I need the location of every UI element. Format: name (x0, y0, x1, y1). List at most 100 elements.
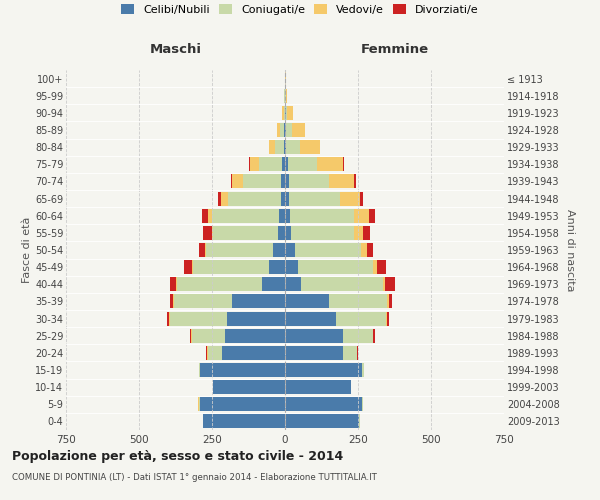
Y-axis label: Fasce di età: Fasce di età (22, 217, 32, 283)
Bar (242, 174, 281, 188)
Bar (285, 380, 350, 394)
Bar (285, 312, 336, 326)
Bar (262, 278, 285, 291)
Bar (285, 192, 289, 205)
Bar (170, 278, 176, 291)
Bar (298, 260, 373, 274)
Bar (343, 328, 373, 342)
Bar (373, 328, 374, 342)
Bar (191, 328, 225, 342)
Bar (167, 312, 169, 326)
Bar (225, 328, 285, 342)
Bar (278, 226, 285, 240)
Bar (199, 398, 200, 411)
Bar (383, 278, 385, 291)
Bar (389, 294, 392, 308)
Bar (285, 123, 286, 137)
Bar (340, 192, 360, 205)
Bar (317, 158, 343, 172)
Bar (259, 158, 282, 172)
Bar (214, 226, 278, 240)
Bar (208, 208, 212, 222)
Bar (203, 226, 212, 240)
Bar (362, 363, 364, 377)
Bar (369, 208, 375, 222)
Bar (231, 174, 232, 188)
Legend: Celibi/Nubili, Coniugati/e, Vedovi/e, Divorziati/e: Celibi/Nubili, Coniugati/e, Vedovi/e, Di… (117, 0, 483, 20)
Text: Maschi: Maschi (149, 44, 202, 57)
Bar (199, 363, 200, 377)
Bar (285, 140, 286, 154)
Bar (170, 294, 173, 308)
Bar (301, 278, 383, 291)
Bar (285, 174, 289, 188)
Bar (199, 243, 205, 257)
Bar (218, 192, 221, 205)
Bar (277, 123, 280, 137)
Bar (184, 260, 191, 274)
Bar (284, 140, 285, 154)
Bar (373, 260, 377, 274)
Bar (281, 192, 285, 205)
Bar (174, 294, 232, 308)
Text: COMUNE DI PONTINIA (LT) - Dati ISTAT 1° gennaio 2014 - Elaborazione TUTTITALIA.I: COMUNE DI PONTINIA (LT) - Dati ISTAT 1° … (12, 472, 377, 482)
Bar (285, 328, 343, 342)
Bar (282, 106, 284, 120)
Bar (285, 158, 288, 172)
Y-axis label: Anni di nascita: Anni di nascita (565, 209, 575, 291)
Bar (205, 243, 206, 257)
Bar (354, 174, 356, 188)
Bar (287, 106, 293, 120)
Bar (360, 192, 363, 205)
Bar (292, 123, 305, 137)
Bar (274, 243, 285, 257)
Bar (285, 363, 362, 377)
Bar (250, 158, 259, 172)
Bar (190, 328, 191, 342)
Bar (289, 174, 329, 188)
Text: Femmine: Femmine (361, 44, 428, 57)
Text: Popolazione per età, sesso e stato civile - 2014: Popolazione per età, sesso e stato civil… (12, 450, 343, 463)
Bar (200, 398, 285, 411)
Bar (280, 123, 284, 137)
Bar (284, 106, 285, 120)
Bar (203, 414, 285, 428)
Bar (212, 226, 214, 240)
Bar (363, 226, 370, 240)
Bar (214, 380, 285, 394)
Bar (285, 226, 292, 240)
Bar (285, 414, 359, 428)
Bar (285, 346, 343, 360)
Bar (286, 140, 299, 154)
Bar (285, 278, 301, 291)
Bar (367, 243, 373, 257)
Bar (285, 243, 295, 257)
Bar (354, 226, 363, 240)
Bar (208, 346, 222, 360)
Bar (289, 192, 340, 205)
Bar (232, 174, 242, 188)
Bar (285, 260, 298, 274)
Bar (222, 346, 285, 360)
Bar (177, 278, 262, 291)
Bar (173, 294, 174, 308)
Bar (279, 208, 285, 222)
Bar (343, 346, 356, 360)
Bar (275, 140, 284, 154)
Bar (232, 294, 285, 308)
Bar (200, 363, 285, 377)
Bar (281, 174, 285, 188)
Bar (269, 260, 285, 274)
Bar (269, 140, 275, 154)
Bar (299, 140, 320, 154)
Bar (228, 192, 281, 205)
Bar (227, 312, 285, 326)
Bar (329, 294, 387, 308)
Bar (290, 208, 355, 222)
Bar (170, 312, 227, 326)
Bar (336, 312, 386, 326)
Bar (386, 312, 389, 326)
Bar (282, 158, 285, 172)
Bar (212, 208, 279, 222)
Bar (206, 243, 274, 257)
